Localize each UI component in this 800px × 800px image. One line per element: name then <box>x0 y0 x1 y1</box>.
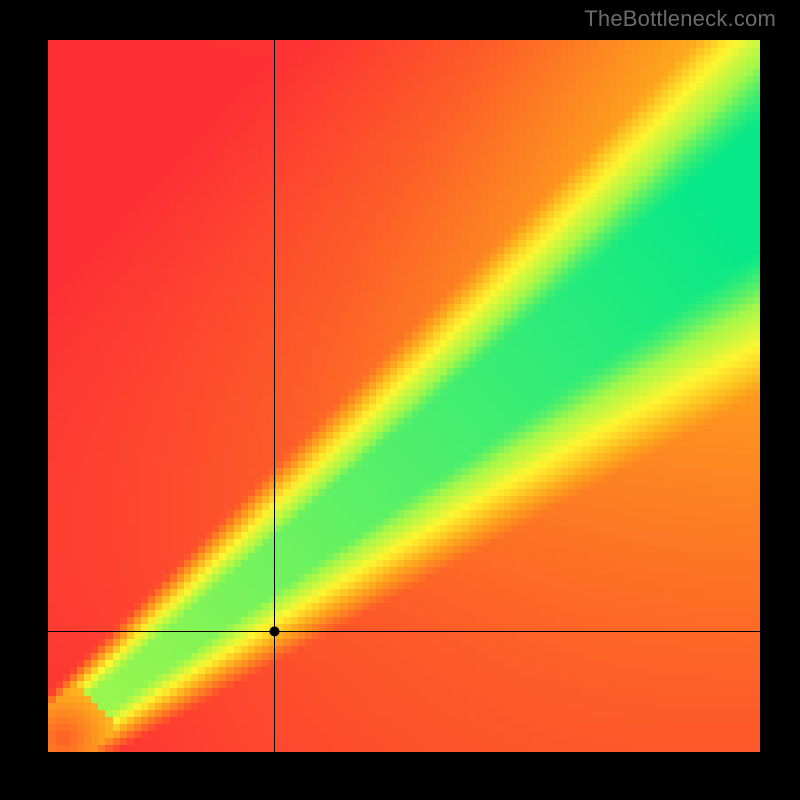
watermark-text: TheBottleneck.com <box>584 6 776 32</box>
bottleneck-heatmap <box>48 40 760 752</box>
